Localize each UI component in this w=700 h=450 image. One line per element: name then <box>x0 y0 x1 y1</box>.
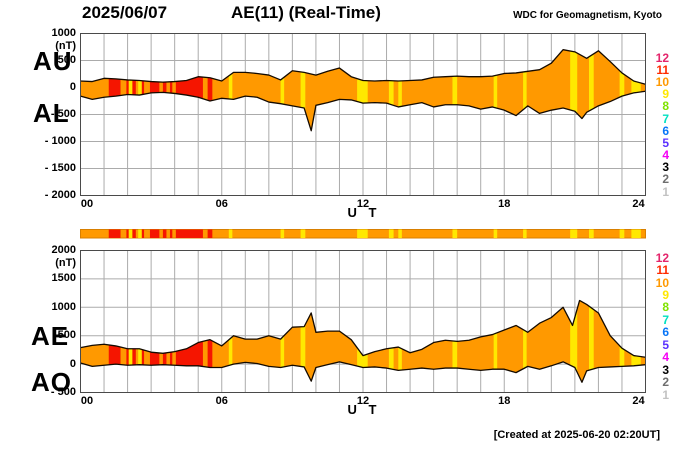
label-ao: AO <box>31 367 72 397</box>
label-ae: AE <box>31 321 70 351</box>
top-ytick-label: - 2000 <box>44 189 76 201</box>
bottom-station-count-5: 5 <box>662 337 669 352</box>
wdc-credit: WDC for Geomagnetism, Kyoto <box>513 10 662 21</box>
bottom-xtick-label: 24 <box>632 394 645 407</box>
top-station-count-2: 2 <box>662 172 669 187</box>
top-station-count-11: 11 <box>656 62 669 77</box>
bottom-ytick-label: 1000 <box>51 300 76 313</box>
top-xtick-label: 12 <box>356 197 370 210</box>
bottom-station-count-12: 12 <box>655 250 669 265</box>
bottom-xaxis-title: U T <box>347 402 381 417</box>
top-station-count-12: 12 <box>655 50 669 65</box>
bottom-station-count-6: 6 <box>662 325 669 340</box>
bottom-ytick-label: 1500 <box>51 272 76 285</box>
top-xtick-label: 00 <box>80 197 94 210</box>
bottom-station-count-10: 10 <box>655 275 669 290</box>
top-xtick-label: 06 <box>215 197 228 210</box>
bottom-station-count-2: 2 <box>662 375 669 390</box>
label-au: AU <box>33 46 73 76</box>
bottom-station-count-7: 7 <box>662 312 669 327</box>
top-xtick-label: 18 <box>498 197 511 210</box>
top-ytick-label: 0 <box>69 81 76 93</box>
bottom-xtick-label: 12 <box>356 394 370 407</box>
top-station-count-10: 10 <box>655 74 669 89</box>
top-ytick-label: - 500 <box>50 108 76 120</box>
bottom-ytick-label: - 500 <box>50 386 76 398</box>
bottom-ytick-label: 500 <box>57 329 76 342</box>
bottom-yaxis-unit: (nT) <box>55 257 76 269</box>
bottom-station-count-9: 9 <box>662 287 669 302</box>
page-title: AE(11) (Real-Time) <box>231 3 381 22</box>
bottom-station-count-11: 11 <box>656 263 669 278</box>
top-ytick-label: 500 <box>57 54 76 66</box>
top-yaxis-unit: (nT) <box>55 40 76 52</box>
bottom-xtick-label: 18 <box>498 394 511 407</box>
top-ytick-label: 1000 <box>51 27 76 39</box>
bottom-ytick-label: 0 <box>69 357 76 370</box>
top-station-count-3: 3 <box>662 160 669 175</box>
bottom-station-count-3: 3 <box>662 362 669 377</box>
top-xtick-label: 24 <box>632 197 645 210</box>
top-station-count-1: 1 <box>662 184 669 199</box>
top-station-count-7: 7 <box>662 111 669 126</box>
label-al: AL <box>33 98 70 128</box>
top-station-count-6: 6 <box>662 123 669 138</box>
bottom-station-count-8: 8 <box>662 300 669 315</box>
top-xaxis-title: U T <box>347 205 381 220</box>
bottom-xtick-label: 06 <box>215 394 228 407</box>
top-station-count-9: 9 <box>662 87 669 102</box>
bottom-station-count-1: 1 <box>662 387 669 402</box>
top-station-count-8: 8 <box>662 99 669 114</box>
created-at-note: [Created at 2025-06-20 02:20UT] <box>493 429 660 441</box>
bottom-station-count-4: 4 <box>662 350 669 365</box>
top-station-count-5: 5 <box>662 135 669 150</box>
top-ytick-label: - 1500 <box>44 162 76 174</box>
top-ytick-label: - 1000 <box>44 135 76 147</box>
bottom-xtick-label: 00 <box>80 394 94 407</box>
plot-date: 2025/06/07 <box>82 3 168 22</box>
bottom-ytick-label: 2000 <box>51 244 76 256</box>
top-station-count-4: 4 <box>662 148 669 163</box>
